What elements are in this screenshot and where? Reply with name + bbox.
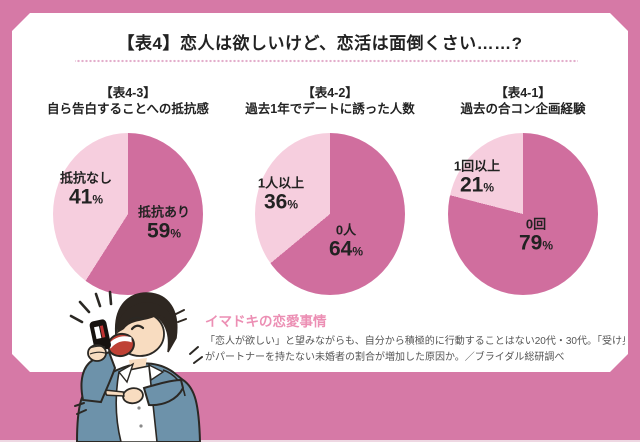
- chart-title-gokon-experience: 【表4-1】 過去の合コン企画経験: [413, 85, 628, 117]
- pointing-hand: [122, 387, 144, 405]
- closed-eye-icon: [130, 324, 145, 331]
- laughing-man-illustration: [69, 290, 203, 442]
- slice-label: 0回 79%: [518, 216, 554, 255]
- hair-fringe: [117, 302, 176, 336]
- slice-label: 0人 64%: [328, 222, 364, 261]
- chart-subtitle: 過去の合コン企画経験: [460, 102, 586, 116]
- chart-tag: 【表4-1】: [495, 86, 551, 100]
- phone-arm-sleeve: [80, 350, 117, 404]
- footnote-line: 「恋人が欲しい」と望みながらも、自分から積極的に行動することはない20代・30代…: [205, 336, 625, 347]
- hair-shine-icon: [175, 309, 187, 323]
- slice-label: 抵抗なし 41%: [59, 170, 113, 209]
- phone-icon: [89, 319, 111, 351]
- chart-tag: 【表4-3】: [100, 86, 156, 100]
- phone-hand: [87, 344, 107, 362]
- chart-tag: 【表4-2】: [302, 86, 358, 100]
- shirt: [115, 365, 158, 442]
- index-finger: [105, 389, 125, 397]
- pie-chart-dates-asked: [255, 133, 405, 295]
- shoulder-motion-marks-icon: [189, 346, 203, 364]
- slice-label: 1回以上 21%: [453, 158, 501, 197]
- chart-subtitle: 自ら告白することへの抵抗感: [47, 102, 209, 116]
- cross-arm-sleeve: [142, 378, 185, 407]
- dotted-divider: [75, 59, 578, 63]
- collar-left: [117, 362, 135, 384]
- chart-title-confession-resistance: 【表4-3】 自ら告白することへの抵抗感: [18, 85, 238, 117]
- slice-label: 抵抗あり 59%: [137, 204, 191, 243]
- page-title: 【表4】恋人は欲しいけど、恋活は面倒くさい……?: [117, 34, 523, 53]
- panel-card: 【表4】恋人は欲しいけど、恋活は面倒くさい……? 【表4-3】 自ら告白すること…: [12, 13, 628, 372]
- footnote-line: がパートナーを持たない未婚者の割合が増加した原因か。／ブライダル総研調べ: [205, 352, 565, 363]
- teeth: [108, 336, 132, 349]
- emphasis-lines-icon: [69, 290, 113, 324]
- eyebrow: [129, 316, 144, 321]
- chart-subtitle: 過去1年でデートに誘った人数: [245, 102, 415, 116]
- chart-title-dates-asked: 【表4-2】 過去1年でデートに誘った人数: [220, 85, 440, 117]
- footnote-heading: イマドキの恋愛事情: [205, 314, 327, 329]
- hand-motion-marks-icon: [74, 402, 87, 415]
- slice-label: 1人以上 36%: [257, 175, 305, 214]
- bottom-edge-strip: [0, 440, 640, 442]
- pie-chart-confession-resistance: [53, 133, 203, 295]
- collar-right: [148, 363, 165, 382]
- pie-chart-gokon-experience: [448, 133, 598, 295]
